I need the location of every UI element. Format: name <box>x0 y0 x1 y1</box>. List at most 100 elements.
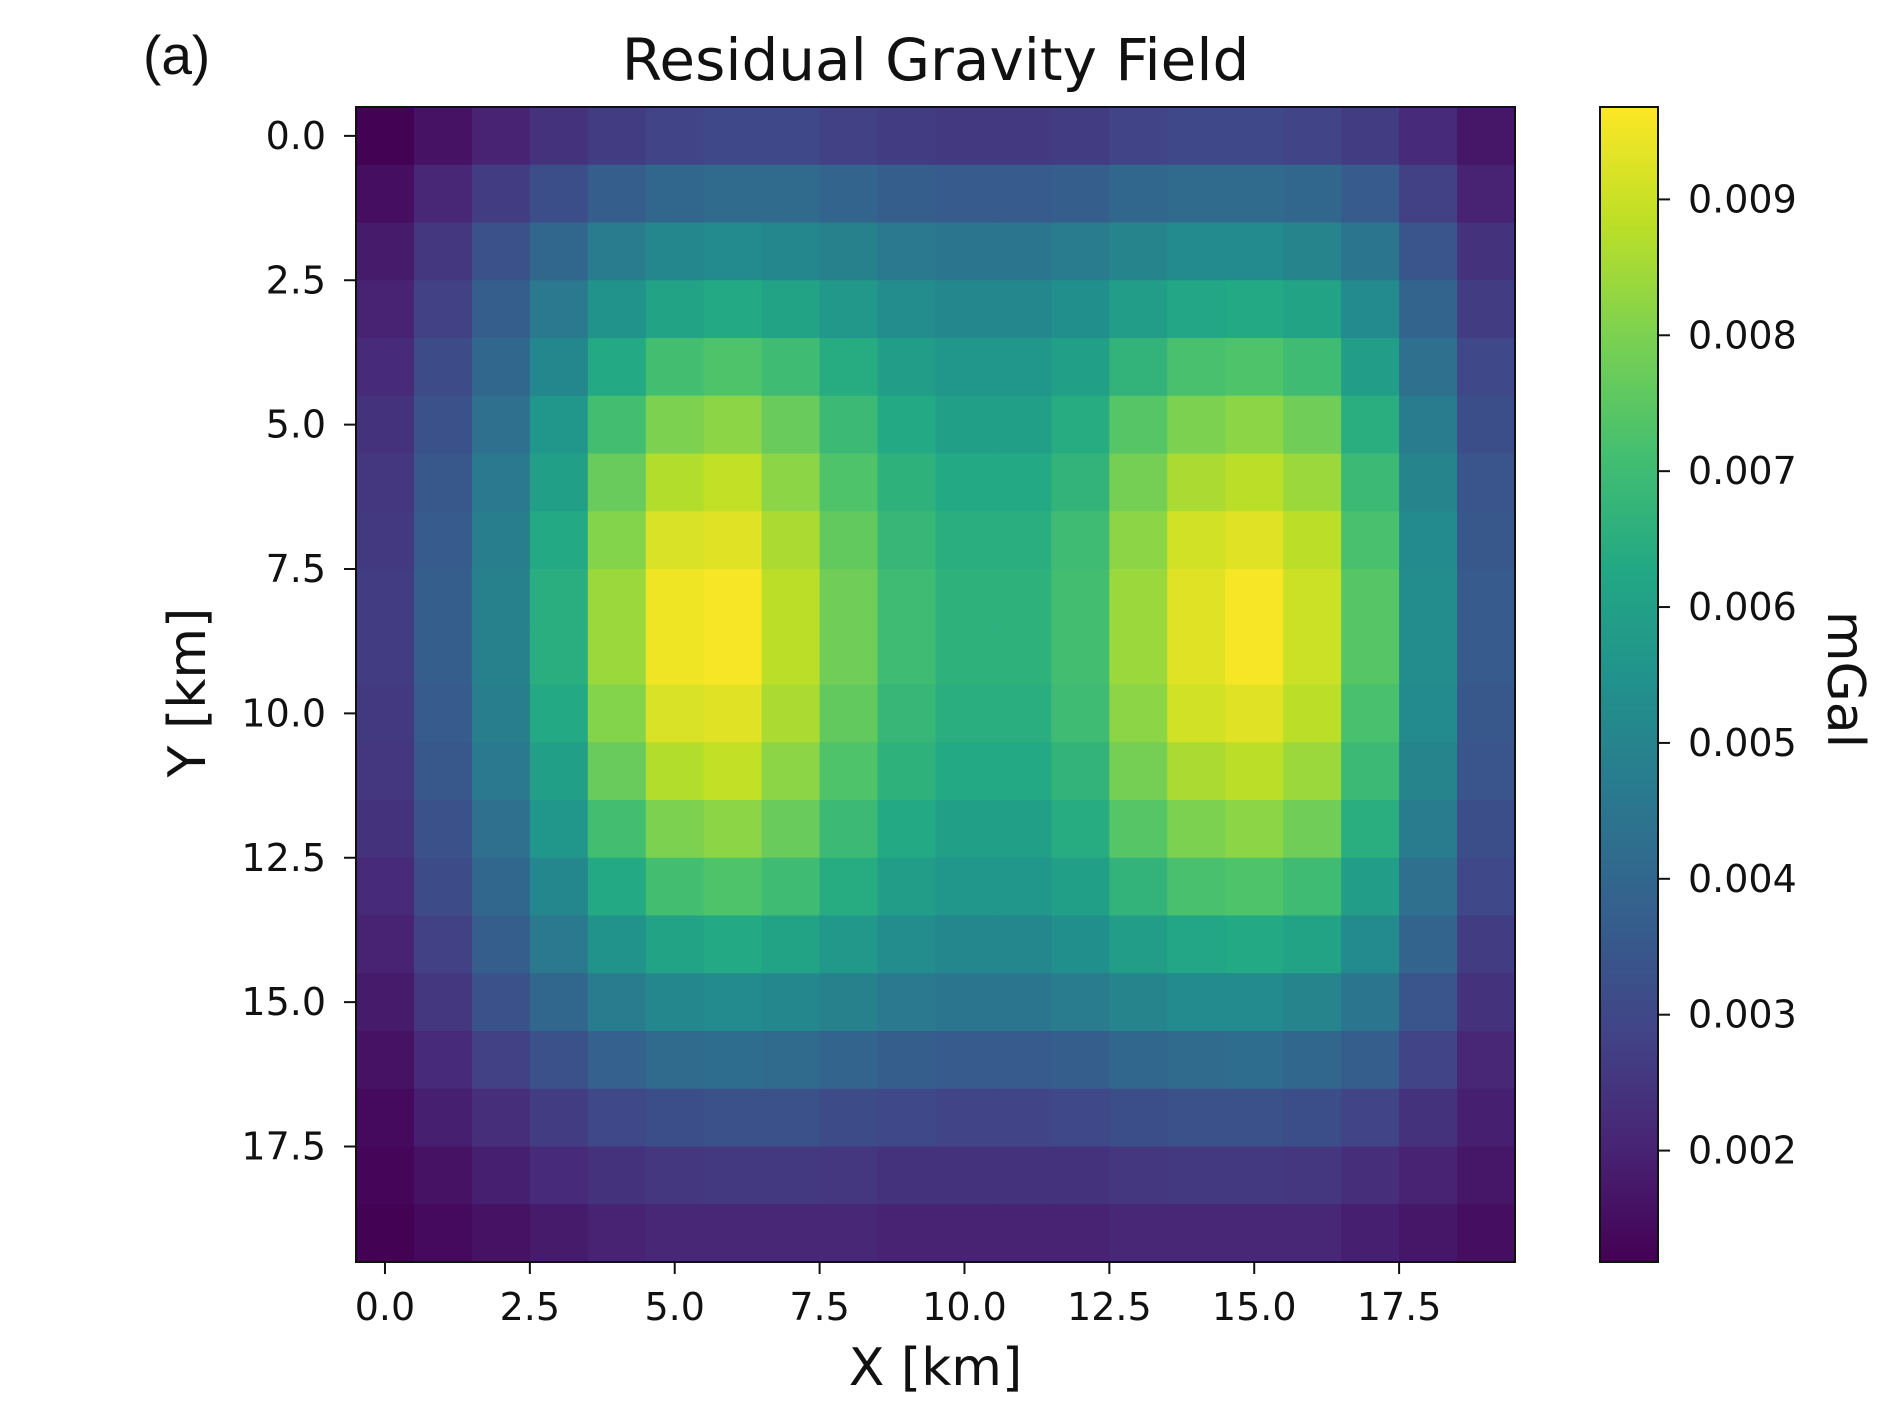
heatmap-cell <box>1341 684 1400 743</box>
heatmap-cell <box>1457 800 1516 859</box>
heatmap-cell <box>1341 280 1400 339</box>
heatmap-cell <box>1399 1204 1458 1263</box>
heatmap-cell <box>1341 1146 1400 1205</box>
heatmap-cell <box>1399 338 1458 397</box>
heatmap-cell <box>645 684 705 743</box>
heatmap-cell <box>645 395 705 455</box>
heatmap-cell <box>471 1088 531 1148</box>
heatmap-cell <box>1341 915 1400 974</box>
heatmap-cell <box>1109 1031 1168 1090</box>
x-axis: 0.0 2.5 5.0 7.5 10.0 12.5 15.0 17.5 <box>355 1262 1441 1329</box>
heatmap-cell <box>703 1088 763 1148</box>
heatmap-cell <box>1341 857 1400 917</box>
heatmap-cell <box>587 800 647 859</box>
heatmap-cell <box>413 511 473 570</box>
heatmap-cell <box>1051 973 1110 1032</box>
heatmap-cell <box>471 1204 531 1263</box>
heatmap-cell <box>645 1031 705 1090</box>
heatmap-cell <box>1225 569 1284 628</box>
heatmap-cell <box>1457 1146 1516 1205</box>
heatmap-cell <box>1167 280 1226 339</box>
heatmap-cell <box>529 338 589 397</box>
heatmap-cell <box>413 800 473 859</box>
heatmap-cell <box>1167 973 1226 1032</box>
heatmap-cell <box>1051 1146 1110 1205</box>
heatmap-cell <box>471 915 531 974</box>
heatmap-cell <box>471 973 531 1032</box>
heatmap-cell <box>1225 511 1284 570</box>
heatmap-cell <box>1167 742 1226 801</box>
heatmap-cell <box>1341 222 1400 281</box>
heatmap-cell <box>1051 107 1110 166</box>
heatmap-cell <box>529 684 589 743</box>
heatmap-cell <box>1225 800 1284 859</box>
heatmap-cell <box>819 1088 879 1148</box>
heatmap-cell <box>645 915 705 974</box>
heatmap-cell <box>529 626 589 686</box>
heatmap-cell <box>1457 569 1516 628</box>
heatmap-cell <box>761 915 821 974</box>
heatmap-cell <box>877 280 937 339</box>
heatmap-cell <box>703 626 763 686</box>
heatmap-cell <box>356 280 415 339</box>
heatmap-cell <box>587 1088 647 1148</box>
y-tick-label: 2.5 <box>266 258 326 302</box>
heatmap-cell <box>1399 800 1458 859</box>
heatmap-cell <box>529 857 589 917</box>
heatmap-cell <box>1399 742 1458 801</box>
heatmap-cell <box>356 1146 415 1205</box>
heatmap-cell <box>1109 684 1168 743</box>
heatmap-cell <box>935 1031 995 1090</box>
heatmap-cell <box>819 1204 879 1263</box>
heatmap-cell <box>356 800 415 859</box>
chart-title: Residual Gravity Field <box>622 26 1250 94</box>
heatmap-cell <box>877 915 937 974</box>
heatmap-cell <box>1109 1088 1168 1148</box>
heatmap-cell <box>819 164 879 224</box>
heatmap-cell <box>1283 684 1342 743</box>
x-tick-label: 12.5 <box>1067 1285 1152 1329</box>
heatmap-cell <box>356 338 415 397</box>
heatmap-cell <box>587 107 647 166</box>
heatmap-cell <box>819 338 879 397</box>
heatmap-cell <box>587 338 647 397</box>
x-tick-label: 15.0 <box>1212 1285 1297 1329</box>
heatmap-cell <box>819 1146 879 1205</box>
heatmap-cell <box>356 569 415 628</box>
heatmap-cell <box>993 626 1052 686</box>
colorbar-tick-label: 0.008 <box>1688 313 1797 357</box>
heatmap-cell <box>1399 857 1458 917</box>
heatmap-cell <box>587 915 647 974</box>
heatmap-cell <box>529 453 589 512</box>
heatmap-cell <box>413 742 473 801</box>
heatmap-cell <box>1051 915 1110 974</box>
heatmap-cell <box>1109 511 1168 570</box>
heatmap-cell <box>993 222 1052 281</box>
heatmap-cell <box>587 684 647 743</box>
heatmap-cell <box>703 915 763 974</box>
heatmap-cell <box>356 1031 415 1090</box>
heatmap-cell <box>1109 164 1168 224</box>
heatmap-cell <box>471 511 531 570</box>
heatmap-cell <box>1283 626 1342 686</box>
heatmap-cell <box>645 569 705 628</box>
heatmap-cell <box>1225 107 1284 166</box>
heatmap-cell <box>819 915 879 974</box>
heatmap-cell <box>703 338 763 397</box>
y-tick-label: 12.5 <box>241 836 326 880</box>
heatmap-cell <box>587 973 647 1032</box>
colorbar-label: mGal <box>1815 611 1875 748</box>
heatmap-cell <box>935 569 995 628</box>
heatmap-cell <box>1051 511 1110 570</box>
heatmap-cell <box>703 222 763 281</box>
heatmap-cell <box>761 800 821 859</box>
heatmap-cell <box>761 857 821 917</box>
heatmap-cell <box>413 453 473 512</box>
heatmap-cell <box>1399 453 1458 512</box>
heatmap-cell <box>529 1146 589 1205</box>
plot-frame <box>355 106 1516 1263</box>
heatmap-cell <box>1457 222 1516 281</box>
heatmap-cell <box>1167 857 1226 917</box>
heatmap-cell <box>1283 1088 1342 1148</box>
x-tick-label: 2.5 <box>500 1285 560 1329</box>
